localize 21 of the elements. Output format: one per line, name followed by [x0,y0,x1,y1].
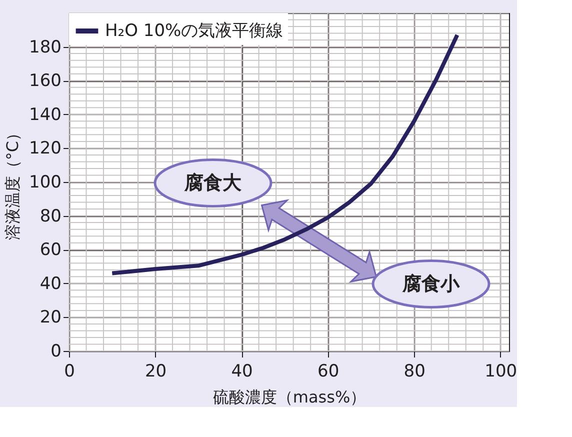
y-tick-label: 60 [40,240,62,260]
y-tick-label: 100 [29,172,62,192]
legend-label: H₂O 10%の気液平衡線 [105,21,284,41]
x-tick-label: 20 [144,362,167,382]
y-tick-label: 180 [29,37,62,58]
x-tick-label: 60 [318,362,340,382]
x-axis-title: 硫酸濃度（mass%） [212,388,366,406]
x-tick-label: 100 [484,362,518,382]
annotation: 腐食小 [402,273,460,295]
y-tick-label: 140 [29,104,62,125]
y-tick-label: 0 [50,342,62,362]
x-tick-label: 40 [231,362,253,382]
y-tick-label: 160 [29,71,62,92]
x-tick-label: 80 [404,362,426,382]
y-tick-label: 80 [40,206,62,226]
y-tick-label: 120 [29,138,62,159]
x-tick-label: 0 [64,362,75,382]
annotation: 腐食大 [184,172,242,194]
y-axis-title: 溶液温度（°C） [3,124,22,240]
y-tick-label: 20 [40,308,62,328]
y-tick-label: 40 [40,274,62,294]
